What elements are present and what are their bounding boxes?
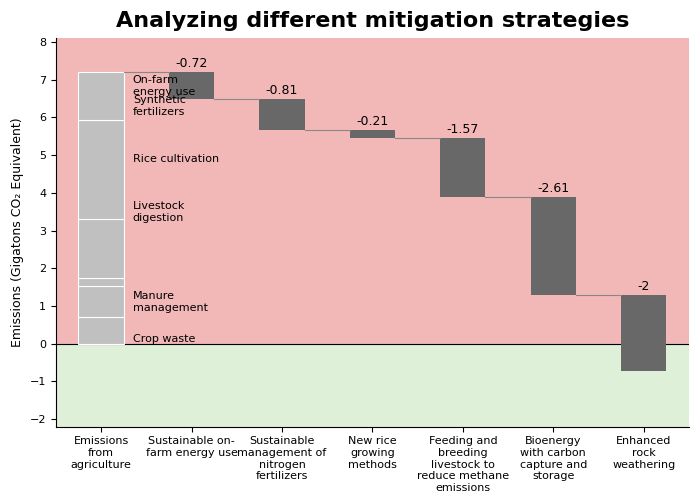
Bar <box>78 72 124 120</box>
Bar <box>78 219 124 278</box>
Text: -0.72: -0.72 <box>175 57 208 70</box>
Text: -0.81: -0.81 <box>266 84 298 97</box>
Text: Manure
management: Manure management <box>133 291 208 313</box>
Text: -2: -2 <box>638 280 650 293</box>
Text: -2.61: -2.61 <box>537 182 569 195</box>
Bar <box>440 138 485 197</box>
Title: Analyzing different mitigation strategies: Analyzing different mitigation strategie… <box>116 11 629 31</box>
Text: Rice cultivation: Rice cultivation <box>133 154 219 164</box>
Bar <box>56 344 689 427</box>
Text: -1.57: -1.57 <box>447 122 479 136</box>
Text: Livestock
digestion: Livestock digestion <box>133 201 185 223</box>
Bar <box>78 317 124 344</box>
Bar <box>78 278 124 286</box>
Bar <box>350 130 395 138</box>
Bar <box>169 72 214 99</box>
Y-axis label: Emissions (Gigatons CO₂ Equivalent): Emissions (Gigatons CO₂ Equivalent) <box>11 117 24 347</box>
Text: -0.21: -0.21 <box>356 114 389 128</box>
Bar <box>260 99 304 130</box>
Bar <box>78 120 124 219</box>
Text: Crop waste: Crop waste <box>133 334 195 344</box>
Text: Synthetic
fertilizers: Synthetic fertilizers <box>133 95 186 117</box>
Text: On-farm
energy use: On-farm energy use <box>133 75 195 97</box>
Bar <box>621 295 666 371</box>
Bar <box>56 38 689 344</box>
Bar <box>531 197 576 295</box>
Bar <box>78 286 124 317</box>
